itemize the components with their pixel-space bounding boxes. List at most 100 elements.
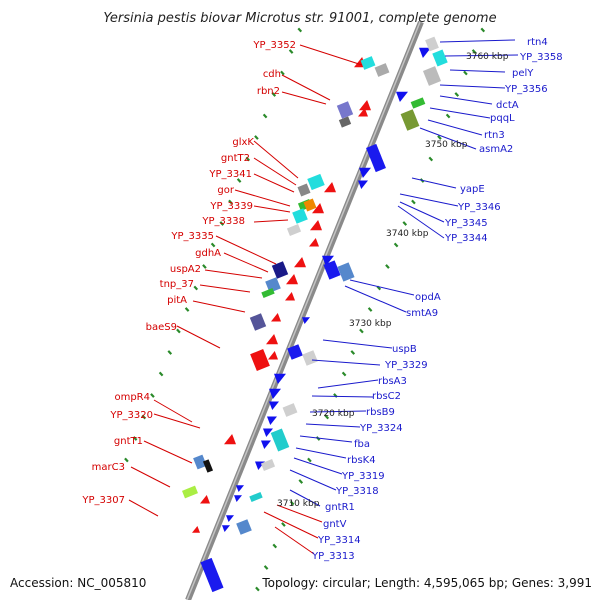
leader-line <box>399 201 445 223</box>
scale-labels: 3760 kbp 3750 kbp 3740 kbp 3730 kbp 3720 kbp… <box>277 52 509 509</box>
minor-tick <box>289 500 295 506</box>
minor-tick <box>324 414 330 420</box>
reverse-gene-arrow <box>222 525 230 532</box>
gene-box <box>249 491 263 503</box>
gene-label-yp-3307[interactable]: YP_3307 <box>81 495 125 506</box>
gene-label-gntv[interactable]: gntV <box>323 519 347 530</box>
gene-label-asma2[interactable]: asmA2 <box>479 144 513 155</box>
leader-line <box>253 173 295 193</box>
gene-label-ompr4[interactable]: ompR4 <box>114 392 150 403</box>
gene-box <box>282 403 298 417</box>
gene-label-gntr1[interactable]: gntR1 <box>325 502 355 513</box>
gene-label-rtn4[interactable]: rtn4 <box>527 37 548 48</box>
gene-label-rbsc2[interactable]: rbsC2 <box>372 391 401 402</box>
gene-label-rbsa3[interactable]: rbsA3 <box>378 376 407 387</box>
gene-label-tnp-37[interactable]: tnp_37 <box>160 279 194 290</box>
scale-label: 3730 kbp <box>349 319 392 329</box>
gene-label-marc3[interactable]: marC3 <box>92 462 125 473</box>
gene-label-opda[interactable]: opdA <box>415 292 441 303</box>
gene-label-yp-3338[interactable]: YP_3338 <box>201 216 245 227</box>
gene-label-gdha[interactable]: gdhA <box>195 248 221 259</box>
leader-line <box>176 325 221 349</box>
gene-box <box>337 262 355 282</box>
gene-label-gor[interactable]: gor <box>217 185 234 196</box>
gene-box <box>303 198 317 212</box>
gene-label-yp-3324[interactable]: YP_3324 <box>359 423 403 434</box>
forward-gene-arrow <box>224 434 236 445</box>
gene-label-gntt1[interactable]: gntT1 <box>114 436 143 447</box>
gene-label-yp-3339[interactable]: YP_3339 <box>209 201 253 212</box>
minor-tick <box>402 221 408 226</box>
gene-label-yp-3344[interactable]: YP_3344 <box>444 233 488 244</box>
gene-label-dcta[interactable]: dctA <box>496 100 519 111</box>
minor-tick <box>193 285 199 291</box>
minor-tick <box>158 371 164 377</box>
gene-label-yp-3313[interactable]: YP_3313 <box>311 551 355 562</box>
leader-line <box>281 74 331 101</box>
gene-label-pqql[interactable]: pqqL <box>490 113 515 124</box>
reverse-gene-arrow <box>226 515 234 522</box>
gene-label-glxk[interactable]: glxK <box>232 137 254 148</box>
leader-line <box>153 413 201 429</box>
reverse-gene-arrow <box>267 416 277 425</box>
leader-line <box>444 54 519 57</box>
forward-gene-arrow <box>294 257 306 268</box>
minor-tick <box>288 49 294 54</box>
gene-label-gntt2[interactable]: gntT2 <box>221 153 250 164</box>
minor-tick <box>341 371 347 377</box>
gene-label-yp-3329[interactable]: YP_3329 <box>384 360 428 371</box>
gene-label-yape[interactable]: yapE <box>460 184 485 195</box>
minor-tick <box>471 49 477 54</box>
scale-label: 3710 kbp <box>277 499 320 509</box>
gene-label-fba[interactable]: fba <box>354 439 370 450</box>
gene-label-yp-3356[interactable]: YP_3356 <box>504 84 548 95</box>
gene-label-rbsk4[interactable]: rbsK4 <box>347 455 376 466</box>
reverse-gene-arrow <box>358 180 368 189</box>
gene-label-yp-3335[interactable]: YP_3335 <box>170 231 214 242</box>
gene-box <box>202 459 214 473</box>
gene-label-yp-3345[interactable]: YP_3345 <box>444 218 488 229</box>
gene-label-rtn3[interactable]: rtn3 <box>484 130 505 141</box>
minor-tick <box>132 436 138 441</box>
minor-tick <box>454 92 460 97</box>
minor-tick <box>359 328 364 334</box>
reverse-gene-arrow <box>263 428 273 437</box>
gene-box <box>297 183 311 197</box>
reverse-gene-arrow <box>269 401 279 410</box>
minor-tick <box>150 393 155 398</box>
minor-tick <box>350 350 356 355</box>
gene-label-yp-3352[interactable]: YP_3352 <box>252 40 296 51</box>
gene-box <box>422 66 442 86</box>
gene-label-yp-3320[interactable]: YP_3320 <box>109 410 153 421</box>
gene-label-yp-3319[interactable]: YP_3319 <box>341 471 385 482</box>
leader-line <box>439 39 516 43</box>
map-title: Yersinia pestis biovar Microtus str. 910… <box>103 11 496 26</box>
gene-box <box>182 485 198 499</box>
accession-text: Accession: NC_005810 <box>10 576 146 590</box>
gene-box <box>366 143 386 173</box>
gene-label-baes9[interactable]: baeS9 <box>146 322 177 333</box>
minor-tick <box>262 113 268 119</box>
reverse-gene-arrow <box>269 388 281 399</box>
gene-label-yp-3314[interactable]: YP_3314 <box>317 535 361 546</box>
forward-gene-arrow <box>324 182 336 193</box>
gene-label-cdh[interactable]: cdh <box>263 69 281 80</box>
gene-label-rbn2[interactable]: rbn2 <box>257 86 280 97</box>
gene-label-rbsb9[interactable]: rbsB9 <box>366 407 395 418</box>
minor-tick <box>236 178 242 183</box>
gene-box <box>265 277 281 293</box>
gene-label-yp-3318[interactable]: YP_3318 <box>335 486 379 497</box>
gene-label-smta9[interactable]: smtA9 <box>406 308 438 319</box>
gene-label-pely[interactable]: pelY <box>512 68 534 79</box>
gene-label-uspb[interactable]: uspB <box>392 344 417 355</box>
gene-label-yp-3346[interactable]: YP_3346 <box>457 202 501 213</box>
gene-label-yp-3358[interactable]: YP_3358 <box>519 52 563 63</box>
gene-label-pita[interactable]: pitA <box>167 295 187 306</box>
gene-box <box>336 101 354 119</box>
gene-label-uspa2[interactable]: uspA2 <box>170 264 201 275</box>
minor-tick <box>167 350 173 355</box>
genome-backbone <box>185 20 424 600</box>
gene-label-yp-3341[interactable]: YP_3341 <box>208 169 252 180</box>
